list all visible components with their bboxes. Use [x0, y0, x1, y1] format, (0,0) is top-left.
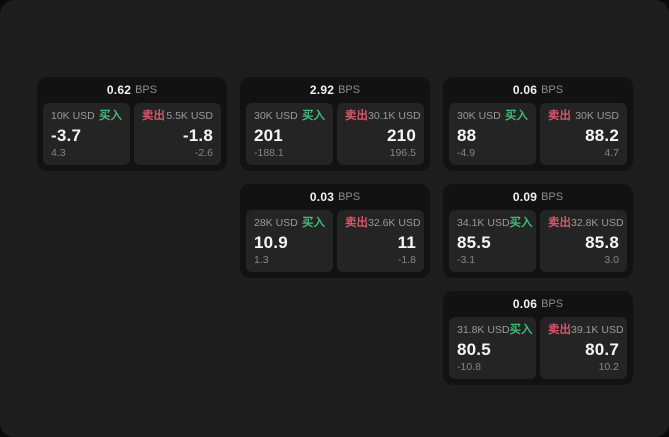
buy-sell-panels: 34.1K USD 买入 85.5 -3.1 卖出 32.8K USD 85.8… [443, 210, 633, 278]
quote-card: 0.03 BPS 28K USD 买入 10.9 1.3 卖出 32.6K US… [240, 184, 430, 278]
sell-amount: 39.1K USD [571, 324, 624, 336]
bps-value: 0.06 [512, 297, 538, 311]
bps-header: 0.06 BPS [443, 77, 633, 103]
bps-value: 0.03 [309, 190, 335, 204]
bps-value: 0.06 [512, 83, 538, 97]
sell-panel[interactable]: 卖出 5.5K USD -1.8 -2.6 [134, 103, 221, 165]
sell-price: 80.7 [585, 340, 619, 359]
buy-sell-panels: 30K USD 买入 88 -4.9 卖出 30K USD 88.2 4.7 [443, 103, 633, 171]
buy-price: 80.5 [457, 340, 491, 359]
buy-panel[interactable]: 34.1K USD 买入 85.5 -3.1 [449, 210, 536, 272]
buy-sell-panels: 28K USD 买入 10.9 1.3 卖出 32.6K USD 11 -1.8 [240, 210, 430, 278]
buy-panel[interactable]: 10K USD 买入 -3.7 4.3 [43, 103, 130, 165]
buy-sell-panels: 30K USD 买入 201 -188.1 卖出 30.1K USD 210 1… [240, 103, 430, 171]
buy-sell-panels: 31.8K USD 买入 80.5 -10.8 卖出 39.1K USD 80.… [443, 317, 633, 385]
buy-change: 1.3 [254, 254, 269, 266]
buy-price: 201 [254, 126, 283, 145]
bps-unit-label: BPS [338, 84, 361, 96]
buy-side-label: 买入 [509, 324, 533, 336]
bps-value: 0.62 [106, 83, 132, 97]
sell-change: 4.7 [604, 147, 619, 159]
buy-change: -4.9 [457, 147, 476, 159]
sell-price: 11 [397, 233, 416, 252]
buy-price: 88 [457, 126, 477, 145]
buy-amount: 10K USD [51, 110, 95, 122]
bps-unit-label: BPS [541, 298, 564, 310]
sell-panel[interactable]: 卖出 30K USD 88.2 4.7 [540, 103, 627, 165]
sell-panel[interactable]: 卖出 30.1K USD 210 196.5 [337, 103, 424, 165]
sell-change: 3.0 [604, 254, 619, 266]
sell-price: 210 [387, 126, 416, 145]
buy-amount: 30K USD [457, 110, 501, 122]
sell-side-label: 卖出 [142, 110, 165, 122]
sell-price: 88.2 [585, 126, 619, 145]
quote-card: 0.09 BPS 34.1K USD 买入 85.5 -3.1 卖出 32.8K… [443, 184, 633, 278]
buy-change: -10.8 [457, 361, 481, 373]
quote-card-grid: 0.62 BPS 10K USD 买入 -3.7 4.3 卖出 5.5K USD [37, 77, 633, 385]
bps-unit-label: BPS [541, 84, 564, 96]
bps-header: 0.03 BPS [240, 184, 430, 210]
sell-amount: 5.5K USD [166, 110, 213, 122]
bps-header: 2.92 BPS [240, 77, 430, 103]
sell-amount: 32.8K USD [571, 217, 624, 229]
bps-header: 0.62 BPS [37, 77, 227, 103]
sell-panel[interactable]: 卖出 32.8K USD 85.8 3.0 [540, 210, 627, 272]
buy-amount: 28K USD [254, 217, 298, 229]
buy-change: -188.1 [254, 147, 284, 159]
sell-side-label: 卖出 [548, 324, 571, 336]
buy-side-label: 买入 [99, 110, 122, 122]
bps-header: 0.06 BPS [443, 291, 633, 317]
buy-amount: 34.1K USD [457, 217, 510, 229]
bps-value: 2.92 [309, 83, 335, 97]
sell-price: 85.8 [585, 233, 619, 252]
sell-change: 10.2 [598, 361, 619, 373]
sell-side-label: 卖出 [548, 110, 571, 122]
sell-panel[interactable]: 卖出 32.6K USD 11 -1.8 [337, 210, 424, 272]
buy-side-label: 买入 [509, 217, 533, 229]
buy-change: -3.1 [457, 254, 476, 266]
sell-amount: 32.6K USD [368, 217, 421, 229]
bps-value: 0.09 [512, 190, 538, 204]
sell-side-label: 卖出 [548, 217, 571, 229]
quote-card: 2.92 BPS 30K USD 买入 201 -188.1 卖出 30.1K … [240, 77, 430, 171]
quote-card: 0.06 BPS 31.8K USD 买入 80.5 -10.8 卖出 39.1… [443, 291, 633, 385]
sell-amount: 30.1K USD [368, 110, 421, 122]
sell-change: -1.8 [397, 254, 416, 266]
buy-side-label: 买入 [505, 110, 528, 122]
bps-unit-label: BPS [338, 191, 361, 203]
sell-price: -1.8 [182, 126, 213, 145]
buy-price: 85.5 [457, 233, 491, 252]
buy-amount: 30K USD [254, 110, 298, 122]
buy-amount: 31.8K USD [457, 324, 510, 336]
bps-unit-label: BPS [135, 84, 158, 96]
quote-card: 0.62 BPS 10K USD 买入 -3.7 4.3 卖出 5.5K USD [37, 77, 227, 171]
buy-price: 10.9 [254, 233, 288, 252]
bps-unit-label: BPS [541, 191, 564, 203]
sell-change: -2.6 [194, 147, 213, 159]
buy-side-label: 买入 [302, 217, 325, 229]
buy-panel[interactable]: 30K USD 买入 201 -188.1 [246, 103, 333, 165]
sell-side-label: 卖出 [345, 217, 368, 229]
buy-panel[interactable]: 30K USD 买入 88 -4.9 [449, 103, 536, 165]
buy-change: 4.3 [51, 147, 66, 159]
buy-side-label: 买入 [302, 110, 325, 122]
sell-panel[interactable]: 卖出 39.1K USD 80.7 10.2 [540, 317, 627, 379]
sell-change: 196.5 [389, 147, 416, 159]
sell-amount: 30K USD [575, 110, 619, 122]
buy-panel[interactable]: 31.8K USD 买入 80.5 -10.8 [449, 317, 536, 379]
bps-header: 0.09 BPS [443, 184, 633, 210]
buy-sell-panels: 10K USD 买入 -3.7 4.3 卖出 5.5K USD -1.8 -2.… [37, 103, 227, 171]
buy-panel[interactable]: 28K USD 买入 10.9 1.3 [246, 210, 333, 272]
sell-side-label: 卖出 [345, 110, 368, 122]
buy-price: -3.7 [51, 126, 82, 145]
quote-card: 0.06 BPS 30K USD 买入 88 -4.9 卖出 30K USD [443, 77, 633, 171]
